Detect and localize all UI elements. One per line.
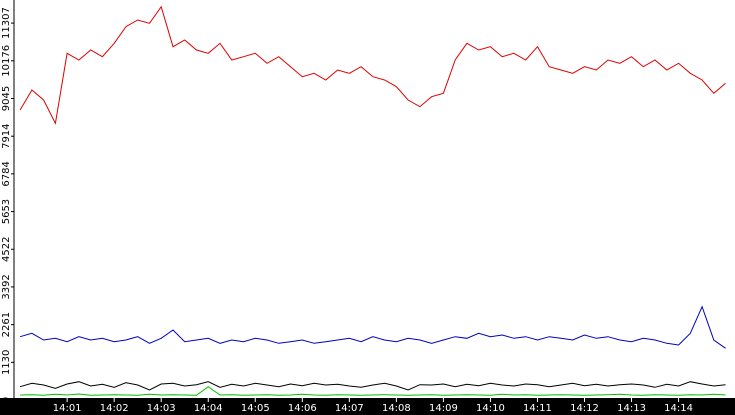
y-tick-label: 6784 bbox=[1, 161, 12, 186]
x-tick-label: 14:11 bbox=[523, 403, 552, 414]
x-tick-label: 14:07 bbox=[335, 403, 364, 414]
x-tick-label: 14:12 bbox=[570, 403, 599, 414]
y-tick-label: 3392 bbox=[1, 274, 12, 299]
y-tick-label: 10176 bbox=[1, 45, 12, 77]
y-tick-label: 1130 bbox=[1, 350, 12, 375]
x-tick-label: 14:14 bbox=[664, 403, 693, 414]
x-tick-label: 14:05 bbox=[241, 403, 270, 414]
y-tick-label: 11307 bbox=[1, 7, 12, 39]
y-tick-label: 9045 bbox=[1, 86, 12, 111]
y-tick-label: 5653 bbox=[1, 199, 12, 224]
series-line bbox=[19, 381, 726, 391]
y-tick-label: 4522 bbox=[1, 237, 12, 262]
x-tick-label: 14:01 bbox=[53, 403, 82, 414]
x-tick-label: 14:08 bbox=[382, 403, 411, 414]
y-tick-label: 2261 bbox=[1, 312, 12, 337]
y-tick-label: 0 bbox=[1, 397, 12, 403]
y-tick-label: 7914 bbox=[1, 123, 12, 148]
x-tick-label: 14:09 bbox=[429, 403, 458, 414]
series-line bbox=[19, 305, 726, 349]
x-tick-label: 14:06 bbox=[288, 403, 317, 414]
x-axis-band bbox=[0, 398, 735, 415]
series-line bbox=[20, 386, 726, 396]
x-tick-label: 14:04 bbox=[194, 403, 223, 414]
series-line bbox=[19, 5, 726, 125]
x-tick-label: 14:02 bbox=[100, 403, 129, 414]
x-tick-label: 14:10 bbox=[476, 403, 505, 414]
x-tick-label: 14:03 bbox=[147, 403, 176, 414]
x-tick-label: 14:13 bbox=[617, 403, 646, 414]
